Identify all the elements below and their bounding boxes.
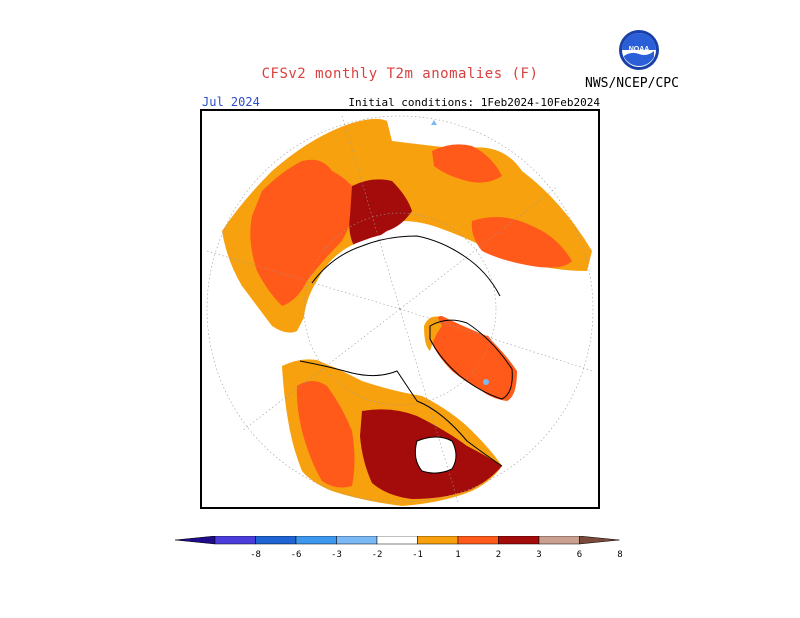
colorbar-bin [498,535,540,545]
colorbar-bin [538,535,580,545]
anomaly-region-siberia-strong [250,159,362,306]
neutral-region-arctic [303,232,502,375]
cold-spot-greenland [483,379,489,385]
noaa-logo-text: NOAA [629,46,650,53]
cold-spot-pacific [431,120,437,125]
colorbar-label: -1 [412,550,423,560]
initial-conditions: Initial conditions: 1Feb2024-10Feb2024 [348,96,600,109]
colorbar-label: 6 [577,550,582,560]
colorbar-label: -3 [331,550,342,560]
colorbar-label: 8 [617,550,622,560]
colorbar-label: -8 [250,550,261,560]
coastline-north-america [299,360,503,467]
colorbar-extend-high [579,535,620,545]
anomaly-region-greenland [430,314,517,401]
colorbar-bin [336,535,378,545]
colorbar: -8 -6 -3 -2 -1 1 2 3 6 8 [174,535,627,566]
coastline-hudson-bay [414,436,457,474]
forecast-month: Jul 2024 [202,95,260,109]
colorbar-bin [417,535,459,545]
colorbar-label: -2 [372,550,383,560]
page-title: CFSv2 monthly T2m anomalies (F) [261,66,539,82]
colorbar-bin [376,535,418,545]
coastline-greenland [429,319,513,400]
anomaly-region-north-pacific [432,144,502,183]
colorbar-label: -6 [291,550,302,560]
colorbar-label: 1 [455,550,460,560]
polar-map [200,109,600,509]
colorbar-bin [214,535,256,545]
anomaly-region-east-asia [471,217,572,268]
colorbar-extend-low [174,535,216,545]
colorbar-bin [255,535,297,545]
colorbar-label: 2 [496,550,501,560]
noaa-logo: NOAA [618,29,660,71]
agency-label: NWS/NCEP/CPC [585,76,679,91]
colorbar-label: 3 [536,550,541,560]
anomaly-region-greenland-rim [424,316,442,351]
anomaly-region-north-america-strong [296,381,355,488]
colorbar-bin [457,535,499,545]
coastline-eurasia [311,235,501,297]
neutral-region-hudson-bay [415,437,456,474]
colorbar-bin [295,535,337,545]
